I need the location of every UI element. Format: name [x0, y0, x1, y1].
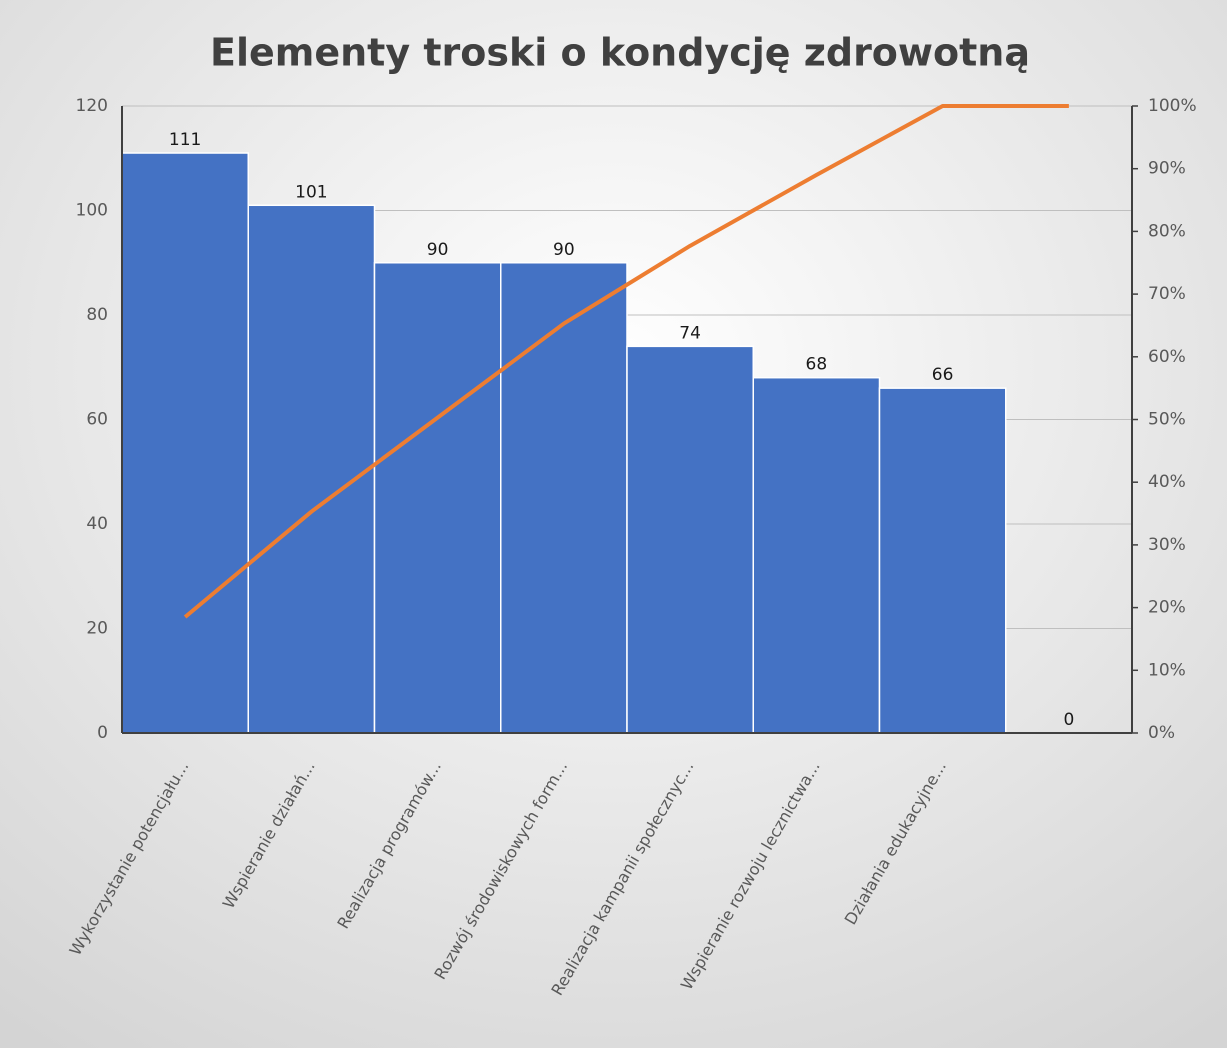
bar — [247, 204, 376, 734]
y2-tick-label: 30% — [1148, 535, 1186, 555]
bar — [878, 387, 1007, 734]
data-label: 90 — [553, 240, 575, 260]
data-label: 90 — [427, 240, 449, 260]
y2-tick-label: 60% — [1148, 347, 1186, 367]
y2-tick-label: 70% — [1148, 284, 1186, 304]
y-tick-label: 100 — [76, 201, 108, 221]
y2-tick-label: 80% — [1148, 221, 1186, 241]
data-label: 0 — [1063, 710, 1074, 730]
y2-tick-label: 90% — [1148, 159, 1186, 179]
y-tick-label: 120 — [76, 96, 108, 116]
y-tick-label: 80 — [86, 305, 108, 325]
y-tick-label: 20 — [86, 619, 108, 639]
bar — [373, 262, 502, 734]
data-label: 101 — [295, 182, 327, 202]
bar — [752, 376, 881, 734]
y-tick-label: 0 — [97, 723, 108, 743]
data-label: 66 — [932, 365, 954, 385]
y2-tick-label: 0% — [1148, 723, 1175, 743]
y-tick-label: 40 — [86, 514, 108, 534]
y2-tick-label: 40% — [1148, 472, 1186, 492]
pareto-line — [183, 104, 1069, 619]
bar — [121, 152, 249, 734]
data-label: 74 — [679, 323, 701, 343]
y-tick-label: 60 — [86, 410, 108, 430]
y2-tick-label: 100% — [1148, 96, 1197, 116]
data-label: 111 — [169, 130, 201, 150]
bar — [500, 262, 628, 734]
bar — [626, 345, 754, 734]
chart-title: Elementy troski o kondycję zdrowotną — [210, 31, 1030, 75]
data-label: 68 — [806, 355, 828, 375]
y2-tick-label: 20% — [1148, 598, 1186, 618]
y2-tick-label: 50% — [1148, 410, 1186, 430]
y2-tick-label: 10% — [1148, 660, 1186, 680]
